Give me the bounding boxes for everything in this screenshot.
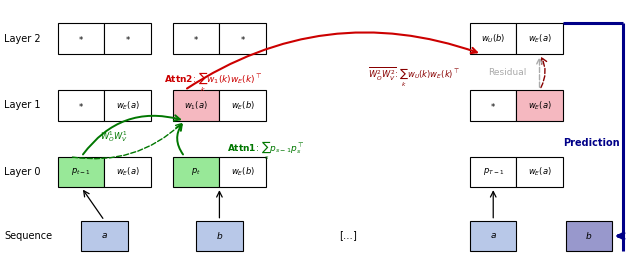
Text: $a$: $a$ [490,232,497,240]
Text: $*$: $*$ [78,34,84,43]
Text: $w_E(a)$: $w_E(a)$ [116,166,140,178]
Text: $\mathbf{Attn1}$: $\sum_s p_{s-1}p_s^\top$: $\mathbf{Attn1}$: $\sum_s p_{s-1}p_s^\to… [227,140,305,162]
FancyBboxPatch shape [516,90,563,121]
FancyBboxPatch shape [196,221,243,251]
FancyBboxPatch shape [566,221,612,251]
Text: $b$: $b$ [586,230,593,241]
FancyBboxPatch shape [58,23,104,54]
FancyBboxPatch shape [470,23,516,54]
Text: $a$: $a$ [101,232,108,240]
FancyBboxPatch shape [173,157,220,187]
FancyBboxPatch shape [104,157,151,187]
Text: $w_E(b)$: $w_E(b)$ [230,99,255,111]
Text: $*$: $*$ [193,34,199,43]
Text: $*$: $*$ [239,34,246,43]
FancyBboxPatch shape [470,157,516,187]
Text: $p_t$: $p_t$ [191,166,201,177]
Text: $p_{T-1}$: $p_{T-1}$ [483,166,504,177]
Text: Layer 0: Layer 0 [4,167,40,177]
Text: $w_E(a)$: $w_E(a)$ [527,166,552,178]
Text: Sequence: Sequence [4,231,52,241]
Text: $w_E(a)$: $w_E(a)$ [527,32,552,45]
Text: $[\ldots]$: $[\ldots]$ [339,229,358,243]
Text: $w_E(b)$: $w_E(b)$ [230,166,255,178]
Text: $p_{t-1}$: $p_{t-1}$ [71,166,92,177]
Text: $w_1(a)$: $w_1(a)$ [184,99,208,111]
FancyBboxPatch shape [81,221,127,251]
Text: $*$: $*$ [78,101,84,110]
FancyBboxPatch shape [58,157,104,187]
FancyBboxPatch shape [220,23,266,54]
Text: $\mathbf{Attn2}$: $\sum_k w_1(k)w_E(k)^\top$: $\mathbf{Attn2}$: $\sum_k w_1(k)w_E(k)^\… [164,70,262,94]
FancyBboxPatch shape [220,90,266,121]
Text: $*$: $*$ [490,101,496,110]
Text: $*$: $*$ [125,34,131,43]
Text: $b$: $b$ [216,230,223,241]
Text: $w_E(a)$: $w_E(a)$ [527,99,552,111]
FancyBboxPatch shape [220,157,266,187]
Text: $\overline{W_O^2 W_V^2}$: $\sum_k w_U(k)w_E(k)^\top$: $\overline{W_O^2 W_V^2}$: $\sum_k w_U(k)… [368,65,460,89]
Text: Layer 2: Layer 2 [4,34,40,44]
FancyBboxPatch shape [104,90,151,121]
FancyBboxPatch shape [173,90,220,121]
FancyBboxPatch shape [470,90,516,121]
Text: $w_U(b)$: $w_U(b)$ [481,32,506,45]
FancyBboxPatch shape [104,23,151,54]
FancyBboxPatch shape [470,221,516,251]
Text: Prediction: Prediction [564,138,620,148]
Text: Layer 1: Layer 1 [4,100,40,110]
FancyBboxPatch shape [58,90,104,121]
FancyBboxPatch shape [516,157,563,187]
FancyBboxPatch shape [173,23,220,54]
Text: $w_E(a)$: $w_E(a)$ [116,99,140,111]
Text: Residual: Residual [488,68,527,76]
Text: $W_O^1 W_V^1$: $W_O^1 W_V^1$ [100,129,127,144]
FancyBboxPatch shape [516,23,563,54]
